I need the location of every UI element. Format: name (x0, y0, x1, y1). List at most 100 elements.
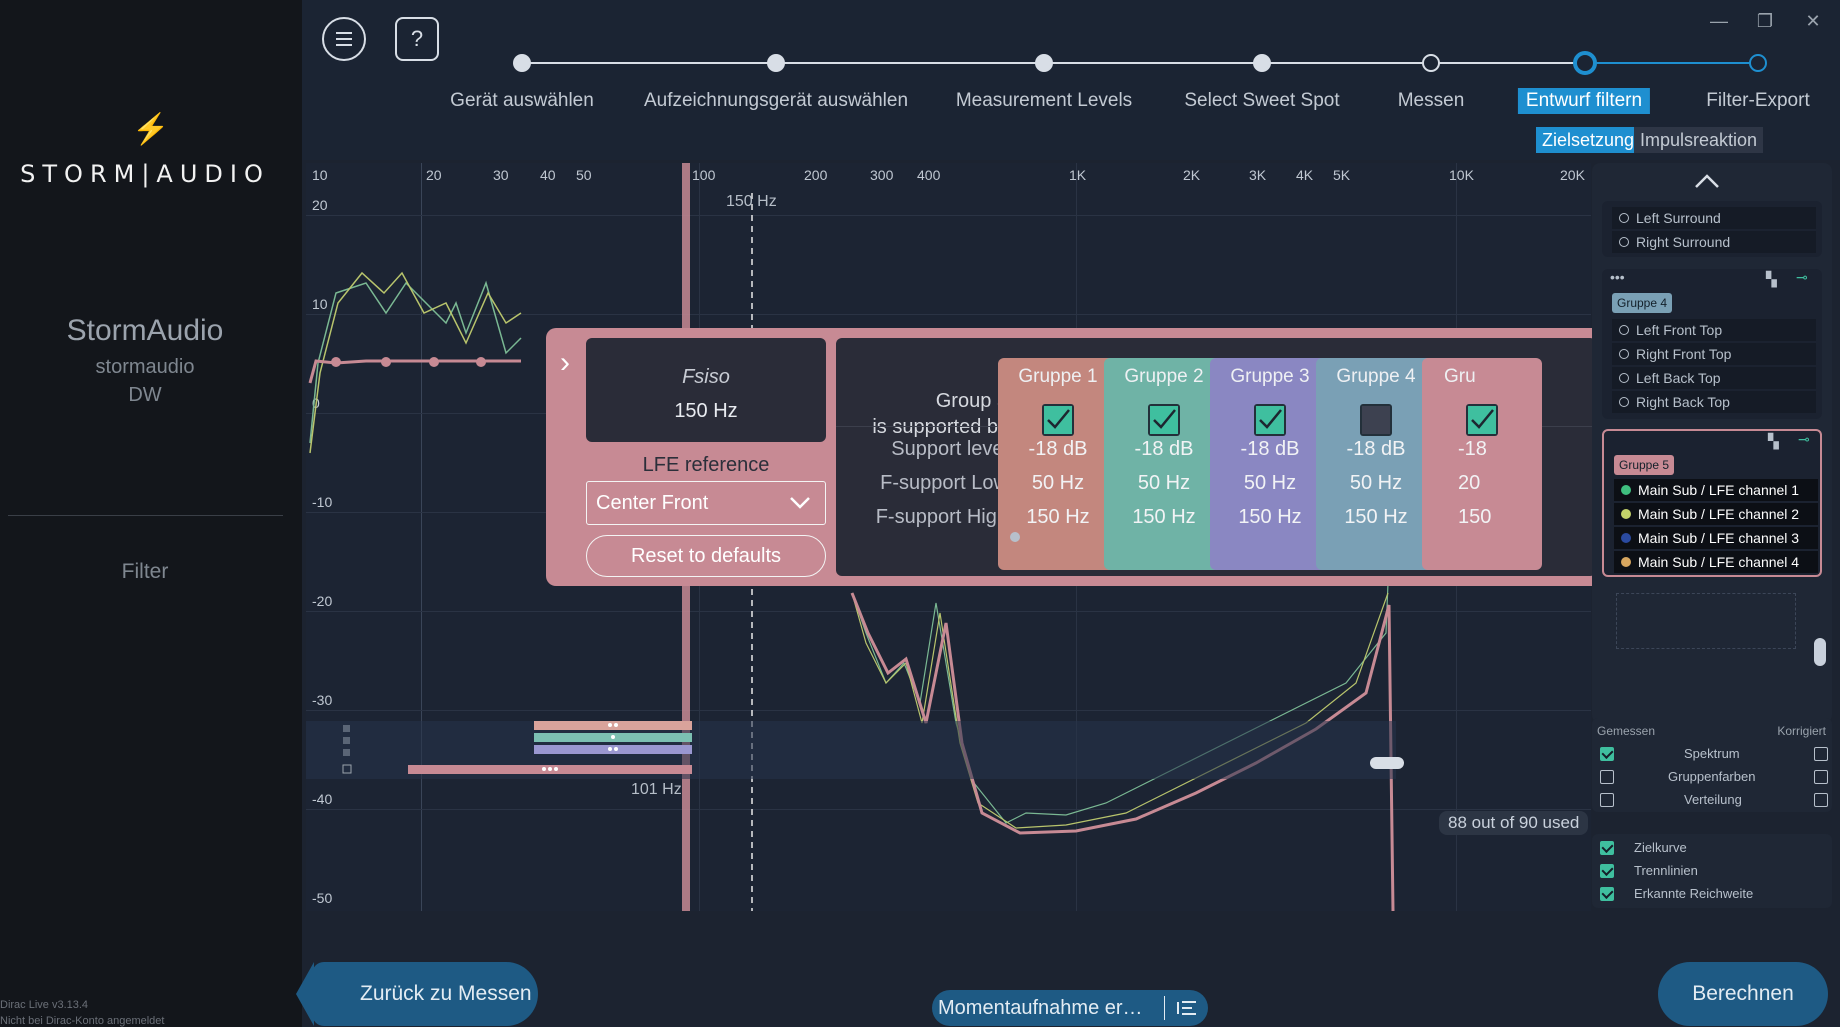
crossover-lines-checkbox[interactable] (1600, 864, 1614, 878)
freq-tick: 1K (1069, 167, 1087, 183)
calculate-button[interactable]: Berechnen (1658, 962, 1828, 1026)
lfe-reference-select[interactable]: Center Front (586, 481, 826, 525)
group-low[interactable]: 50 Hz (1031, 472, 1085, 494)
freq-tick: 400 (917, 167, 941, 183)
spectrum-corrected-checkbox[interactable] (1814, 747, 1828, 761)
step-label-export[interactable]: Filter-Export (1706, 90, 1810, 111)
freq-tick: 30 (493, 167, 509, 183)
step-dot-1[interactable] (513, 54, 531, 72)
sidebar-item-filter[interactable]: Filter (121, 560, 169, 583)
step-dot-4[interactable] (1253, 54, 1271, 72)
group-high[interactable]: 150 (1458, 506, 1492, 528)
step-dot-5[interactable] (1422, 54, 1440, 72)
copy-icon[interactable]: ▚ (1766, 271, 1777, 287)
step-label-recording[interactable]: Aufzeichnungsgerät auswählen (643, 90, 909, 111)
spectrum-measured-checkbox[interactable] (1600, 747, 1614, 761)
group-checkbox[interactable] (1148, 404, 1180, 436)
group-column: Gruppe 3 -18 dB 50 Hz 150 Hz (1210, 358, 1330, 570)
step-label-sweetspot[interactable]: Select Sweet Spot (1184, 90, 1340, 111)
freq-tick: 20K (1560, 167, 1585, 183)
measured-header: Gemessen (1597, 724, 1656, 738)
table-scroll-handle[interactable] (1010, 532, 1020, 542)
group-level[interactable]: -18 dB (1240, 438, 1300, 460)
channel-item[interactable]: Main Sub / LFE channel 2 (1614, 503, 1818, 525)
step-label-filter-design[interactable]: Entwurf filtern (1517, 88, 1651, 114)
chevron-up-icon[interactable] (1692, 171, 1722, 191)
step-label-levels[interactable]: Measurement Levels (955, 90, 1133, 111)
group-colors-corrected-checkbox[interactable] (1814, 770, 1828, 784)
panel-scrollbar[interactable] (1814, 638, 1826, 666)
step-dot-6[interactable] (1573, 51, 1597, 75)
toggle-icon[interactable]: ⊸ (1796, 269, 1808, 285)
group-checkbox[interactable] (1042, 404, 1074, 436)
group-colors-measured-checkbox[interactable] (1600, 770, 1614, 784)
spectrum-label: Spektrum (1684, 746, 1740, 761)
minimize-icon[interactable]: — (1710, 11, 1728, 31)
freq-tick: 50 (576, 167, 592, 183)
group-low[interactable]: 50 Hz (1349, 472, 1403, 494)
crossover-lines-label: Trennlinien (1634, 863, 1698, 878)
stepper-line (522, 62, 1584, 64)
group-name: Gruppe 1 (1018, 366, 1098, 387)
marker-top-label: 150 Hz (726, 193, 777, 210)
step-dot-2[interactable] (767, 54, 785, 72)
group-level[interactable]: -18 dB (1346, 438, 1406, 460)
channel-item[interactable]: Right Surround (1612, 231, 1816, 253)
group-level[interactable]: -18 dB (1134, 438, 1194, 460)
snapshot-button[interactable]: Momentaufnahme er… (932, 990, 1208, 1026)
step-label-measure[interactable]: Messen (1397, 90, 1465, 111)
group-high[interactable]: 150 Hz (1238, 506, 1302, 528)
distribution-measured-checkbox[interactable] (1600, 793, 1614, 807)
chevron-right-icon[interactable]: › (560, 346, 570, 379)
group-checkbox[interactable] (1360, 404, 1392, 436)
group-high[interactable]: 150 Hz (1132, 506, 1196, 528)
step-label-device[interactable]: Gerät auswählen (450, 90, 594, 111)
row-label-support-level: Support level (891, 438, 1008, 460)
back-to-measure-button[interactable]: Zurück zu Messen (296, 962, 538, 1026)
channel-item[interactable]: Right Front Top (1612, 343, 1816, 365)
freq-tick: 3K (1249, 167, 1267, 183)
detected-range-checkbox[interactable] (1600, 887, 1614, 901)
channel-item[interactable]: Right Back Top (1612, 391, 1816, 413)
group-low[interactable]: 50 Hz (1137, 472, 1191, 494)
help-button[interactable]: ? (395, 17, 439, 61)
copy-icon[interactable]: ▚ (1768, 433, 1779, 449)
channel-item[interactable]: Left Front Top (1612, 319, 1816, 341)
empty-group-slot[interactable] (1616, 593, 1796, 649)
group-low[interactable]: 50 Hz (1243, 472, 1297, 494)
group-high[interactable]: 150 Hz (1344, 506, 1408, 528)
toggle-icon[interactable]: ⊸ (1798, 431, 1810, 447)
tab-target[interactable]: Zielsetzung (1536, 127, 1641, 153)
step-dot-3[interactable] (1035, 54, 1053, 72)
corrected-header: Korrigiert (1777, 724, 1826, 738)
menu-button[interactable] (322, 17, 366, 61)
channel-item[interactable]: Main Sub / LFE channel 1 (1614, 479, 1818, 501)
reset-defaults-button[interactable]: Reset to defaults (586, 535, 826, 577)
channel-item[interactable]: Left Back Top (1612, 367, 1816, 389)
more-icon[interactable]: ••• (1610, 269, 1625, 285)
group-support-table: Group 5 is supported by Support level F-… (836, 338, 1596, 576)
channel-group-surround: Left Surround Right Surround (1602, 201, 1822, 257)
freq-tick: 2K (1183, 167, 1201, 183)
group-checkbox[interactable] (1466, 404, 1498, 436)
channel-item[interactable]: Main Sub / LFE channel 3 (1614, 527, 1818, 549)
close-icon[interactable]: ✕ (1805, 11, 1821, 31)
fsiso-box[interactable]: Fsiso 150 Hz (586, 338, 826, 442)
group-checkbox[interactable] (1254, 404, 1286, 436)
group-level[interactable]: -18 dB (1028, 438, 1088, 460)
step-dot-7[interactable] (1749, 54, 1767, 72)
group-column: Gruppe 4 -18 dB 50 Hz 150 Hz (1316, 358, 1436, 570)
group-high[interactable]: 150 Hz (1026, 506, 1090, 528)
restore-icon[interactable]: ❐ (1756, 11, 1774, 31)
list-icon[interactable] (1174, 990, 1200, 1026)
marker-bottom-label: 101 Hz (631, 781, 682, 798)
channel-item[interactable]: Left Surround (1612, 207, 1816, 229)
target-curve-checkbox[interactable] (1600, 841, 1614, 855)
stepper-line-future (1584, 62, 1758, 64)
channel-item[interactable]: Main Sub / LFE channel 4 (1614, 551, 1818, 573)
group-level[interactable]: -18 (1458, 438, 1487, 460)
group-low[interactable]: 20 (1458, 472, 1481, 494)
tab-impulse[interactable]: Impulsreaktion (1634, 127, 1764, 153)
distribution-corrected-checkbox[interactable] (1814, 793, 1828, 807)
device-sub-1: stormaudio (95, 356, 195, 378)
